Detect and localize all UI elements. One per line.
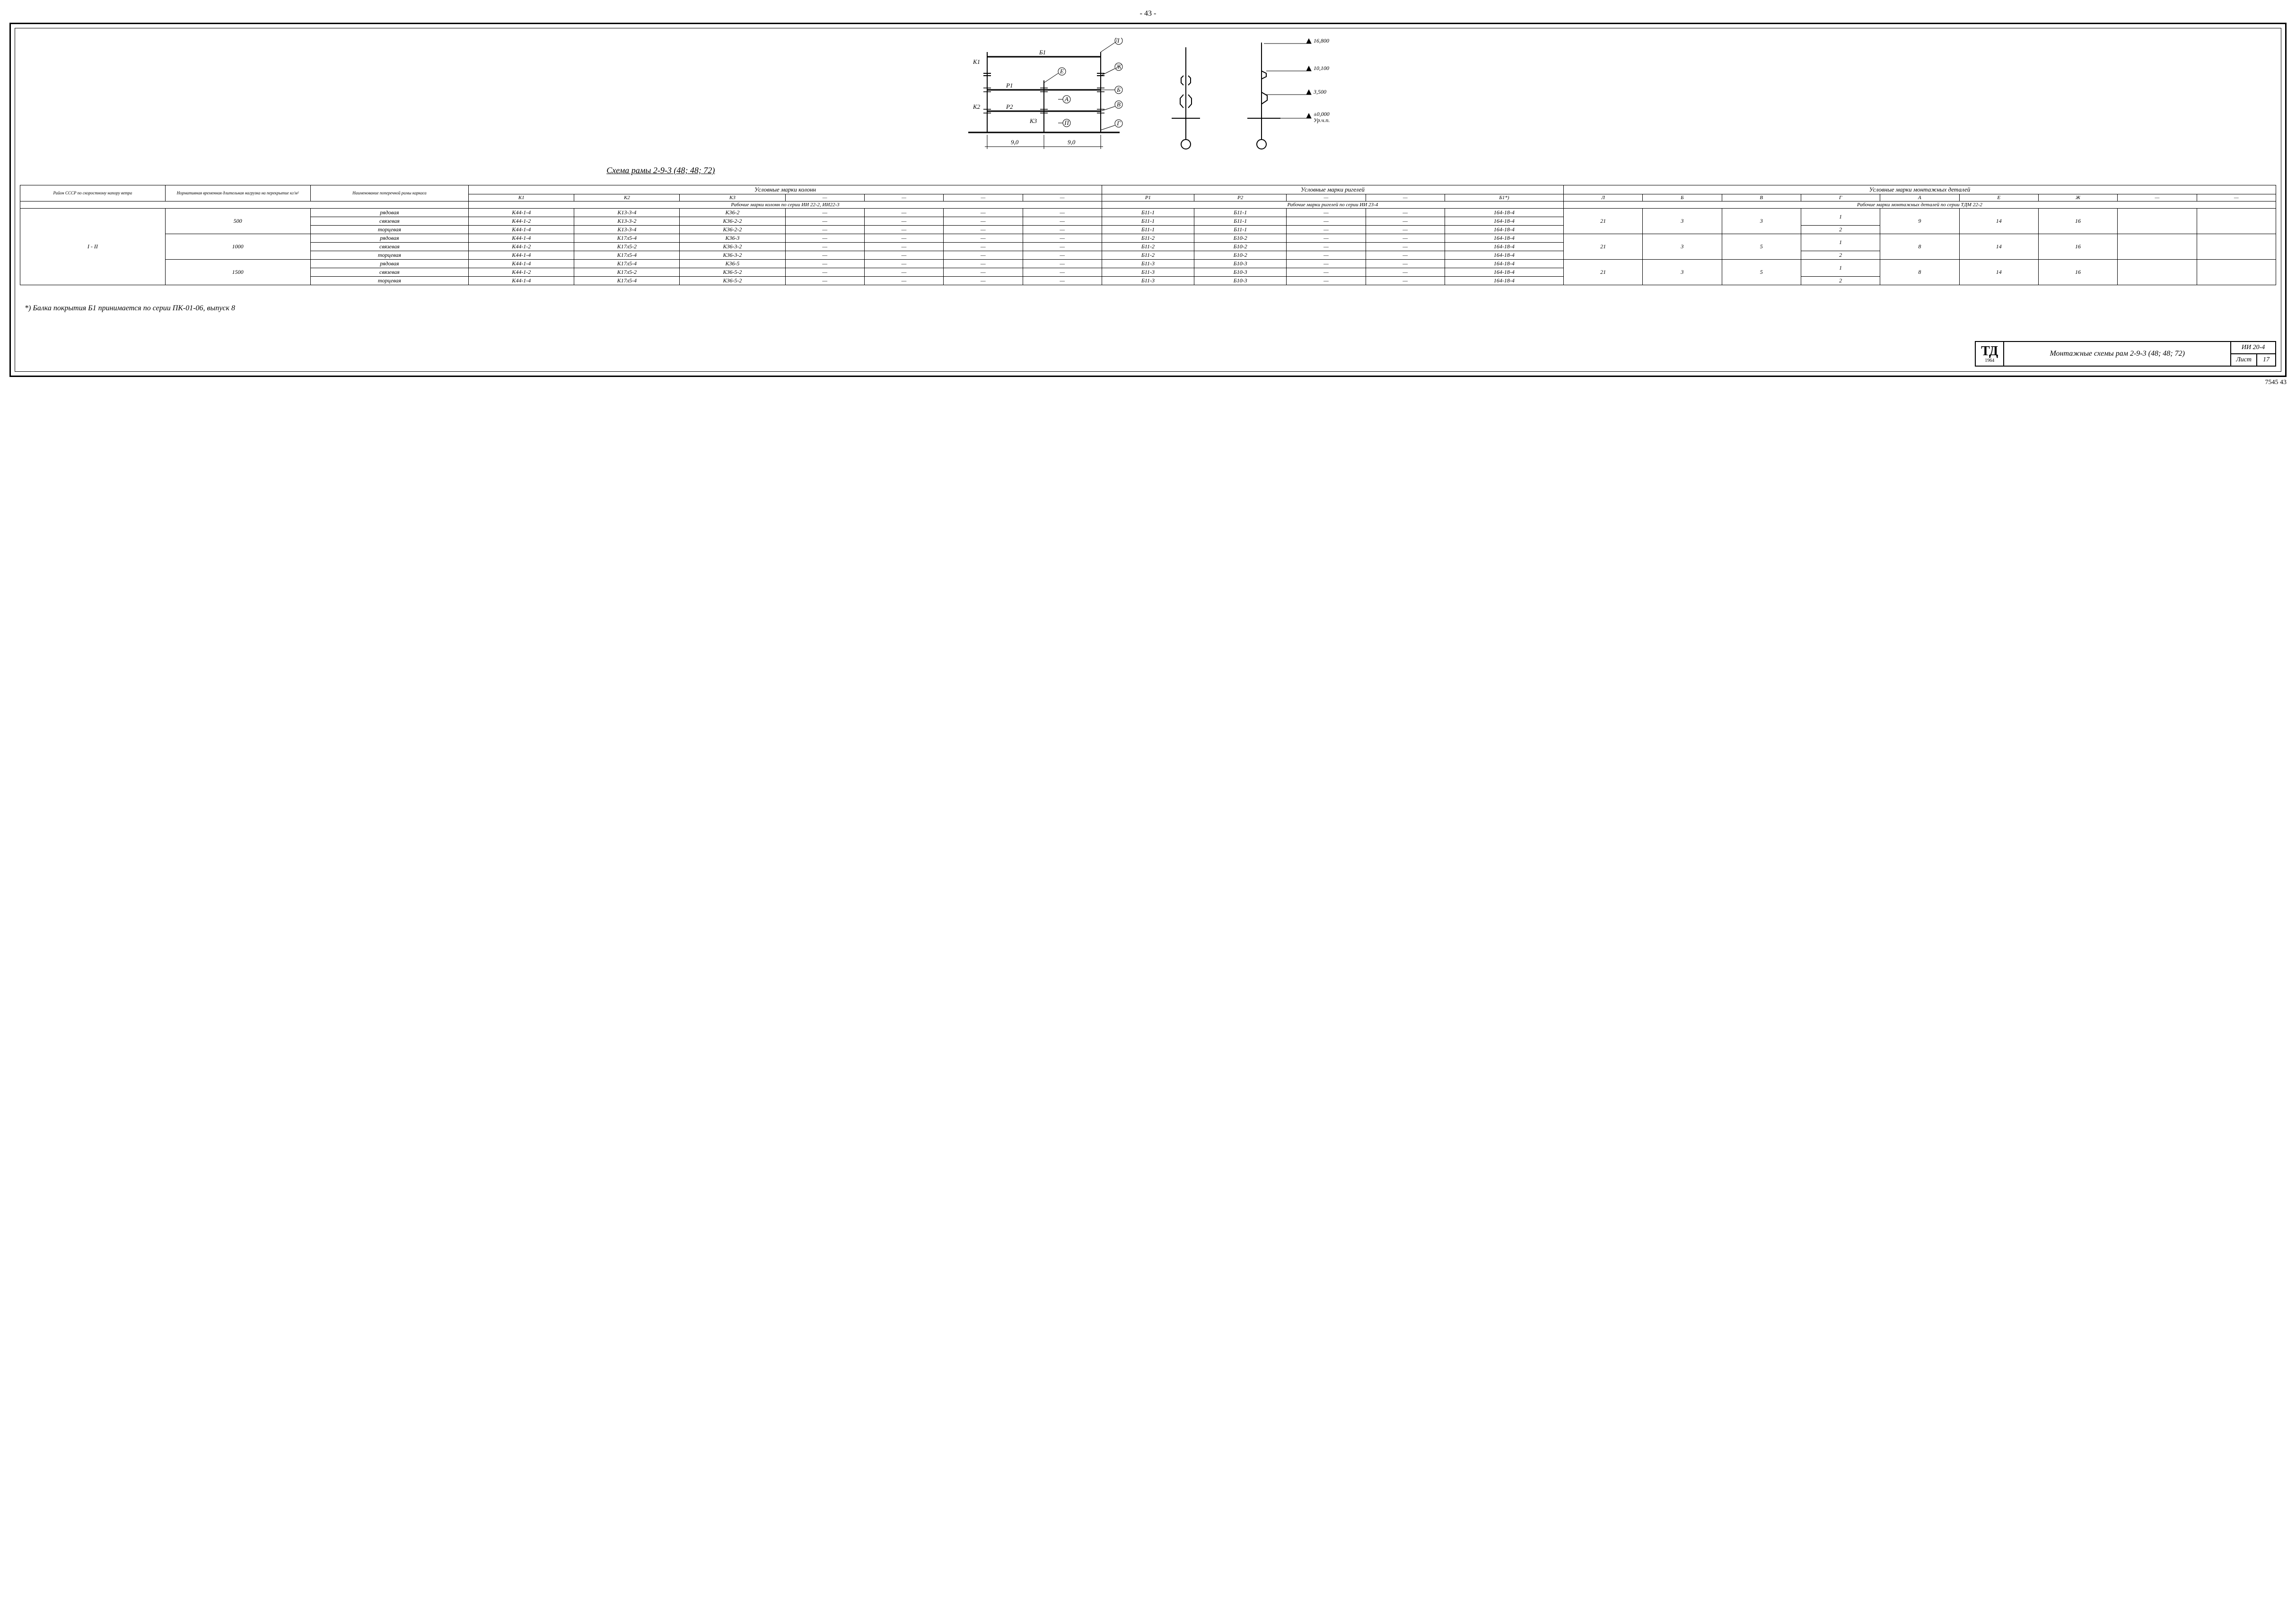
cell-region: I - II (20, 209, 166, 285)
cell-load: 1500 (165, 260, 310, 285)
hdr-frame-name: Наименование поперечной рамы каркаса (310, 185, 469, 201)
cell-frame-name: связевая (310, 268, 469, 277)
svg-text:Р1: Р1 (1006, 82, 1013, 89)
page-number-bottom: 7545 43 (9, 379, 2287, 386)
svg-text:К3: К3 (1029, 117, 1037, 124)
diagrams-row: К1 К2 К3 Б1 Р1 Р2 9,0 9,0 Л Е Ж Б А В П … (20, 38, 2276, 161)
footnote: *) Балка покрытия Б1 принимается по сери… (25, 304, 2271, 313)
column-profile-1 (1167, 38, 1205, 161)
main-data-table: Район СССР по скоростному напору ветра Н… (20, 185, 2276, 285)
title-block: ТД 1964 Монтажные схемы рам 2-9-3 (48; 4… (20, 341, 2276, 367)
cell-load: 500 (165, 209, 310, 234)
tb-sheet-label: Лист (2231, 354, 2257, 366)
column-profile-2: 16,800 10,100 3,500 ±0,000 Ур.ч.п. (1243, 38, 1337, 161)
cell-frame-name: рядовая (310, 260, 469, 268)
note-rigels: Рабочие марки ригелей по серии ИИ 23-4 (1102, 201, 1563, 209)
svg-text:Б1: Б1 (1039, 49, 1046, 56)
svg-text:3,500: 3,500 (1313, 88, 1326, 95)
cell-frame-name: рядовая (310, 209, 469, 217)
cell-frame-name: торцевая (310, 226, 469, 234)
tb-logo: ТД (1981, 345, 1998, 358)
svg-text:Л: Л (1115, 38, 1120, 44)
tb-title: Монтажные схемы рам 2-9-3 (48; 48; 72) (2004, 342, 2231, 366)
svg-text:Е: Е (1060, 68, 1064, 75)
tb-series: ИИ 20-4 (2231, 342, 2276, 354)
hdr-load: Нормативная временная длительная нагрузк… (165, 185, 310, 201)
svg-text:9,0: 9,0 (1068, 139, 1076, 146)
svg-text:9,0: 9,0 (1011, 139, 1019, 146)
note-columns: Рабочие марки колонн по серии ИИ 22-2, И… (469, 201, 1102, 209)
tb-year: 1964 (1981, 358, 1998, 363)
svg-text:16,800: 16,800 (1314, 38, 1329, 44)
svg-text:Г: Г (1116, 120, 1121, 127)
svg-text:К2: К2 (973, 103, 981, 110)
svg-text:В: В (1117, 101, 1121, 108)
hdr-details-group: Условные марки монтажных деталей (1563, 185, 2276, 194)
frame-scheme-diagram: К1 К2 К3 Б1 Р1 Р2 9,0 9,0 Л Е Ж Б А В П … (959, 38, 1129, 161)
hdr-columns-group: Условные марки колонн (469, 185, 1102, 194)
svg-text:К1: К1 (973, 58, 980, 65)
svg-text:Ур.ч.п.: Ур.ч.п. (1314, 117, 1330, 123)
diagram-caption: Схема рамы 2-9-3 (48; 48; 72) (606, 166, 2276, 175)
outer-frame: К1 К2 К3 Б1 Р1 Р2 9,0 9,0 Л Е Ж Б А В П … (9, 23, 2287, 377)
inner-frame: К1 К2 К3 Б1 Р1 Р2 9,0 9,0 Л Е Ж Б А В П … (15, 28, 2281, 372)
svg-text:Ж: Ж (1115, 63, 1122, 70)
table-row: 1500рядоваяК44-1-4К17л5-4К36-5————Б11-3Б… (20, 260, 2276, 268)
svg-text:Б: Б (1116, 86, 1121, 93)
cell-frame-name: связевая (310, 217, 469, 226)
tb-sheet-num: 17 (2257, 354, 2276, 366)
svg-text:±0,000: ±0,000 (1314, 111, 1330, 117)
svg-text:А: А (1064, 96, 1069, 103)
table-row: I - II500рядоваяК44-1-4К13-3-4К36-2————Б… (20, 209, 2276, 217)
cell-load: 1000 (165, 234, 310, 260)
table-row: 1000рядоваяК44-1-4К17л5-4К36-3————Б11-2Б… (20, 234, 2276, 243)
svg-text:10,100: 10,100 (1314, 65, 1329, 71)
cell-frame-name: рядовая (310, 234, 469, 243)
note-details: Рабочие марки монтажных деталей по серии… (1563, 201, 2276, 209)
cell-frame-name: торцевая (310, 277, 469, 285)
cell-frame-name: торцевая (310, 251, 469, 260)
cell-frame-name: связевая (310, 243, 469, 251)
svg-text:П: П (1064, 119, 1069, 126)
hdr-rigels-group: Условные марки ригелей (1102, 185, 1563, 194)
page-number-top: - 43 - (9, 9, 2287, 18)
hdr-region: Район СССР по скоростному напору ветра (20, 185, 166, 201)
svg-text:Р2: Р2 (1006, 103, 1013, 110)
